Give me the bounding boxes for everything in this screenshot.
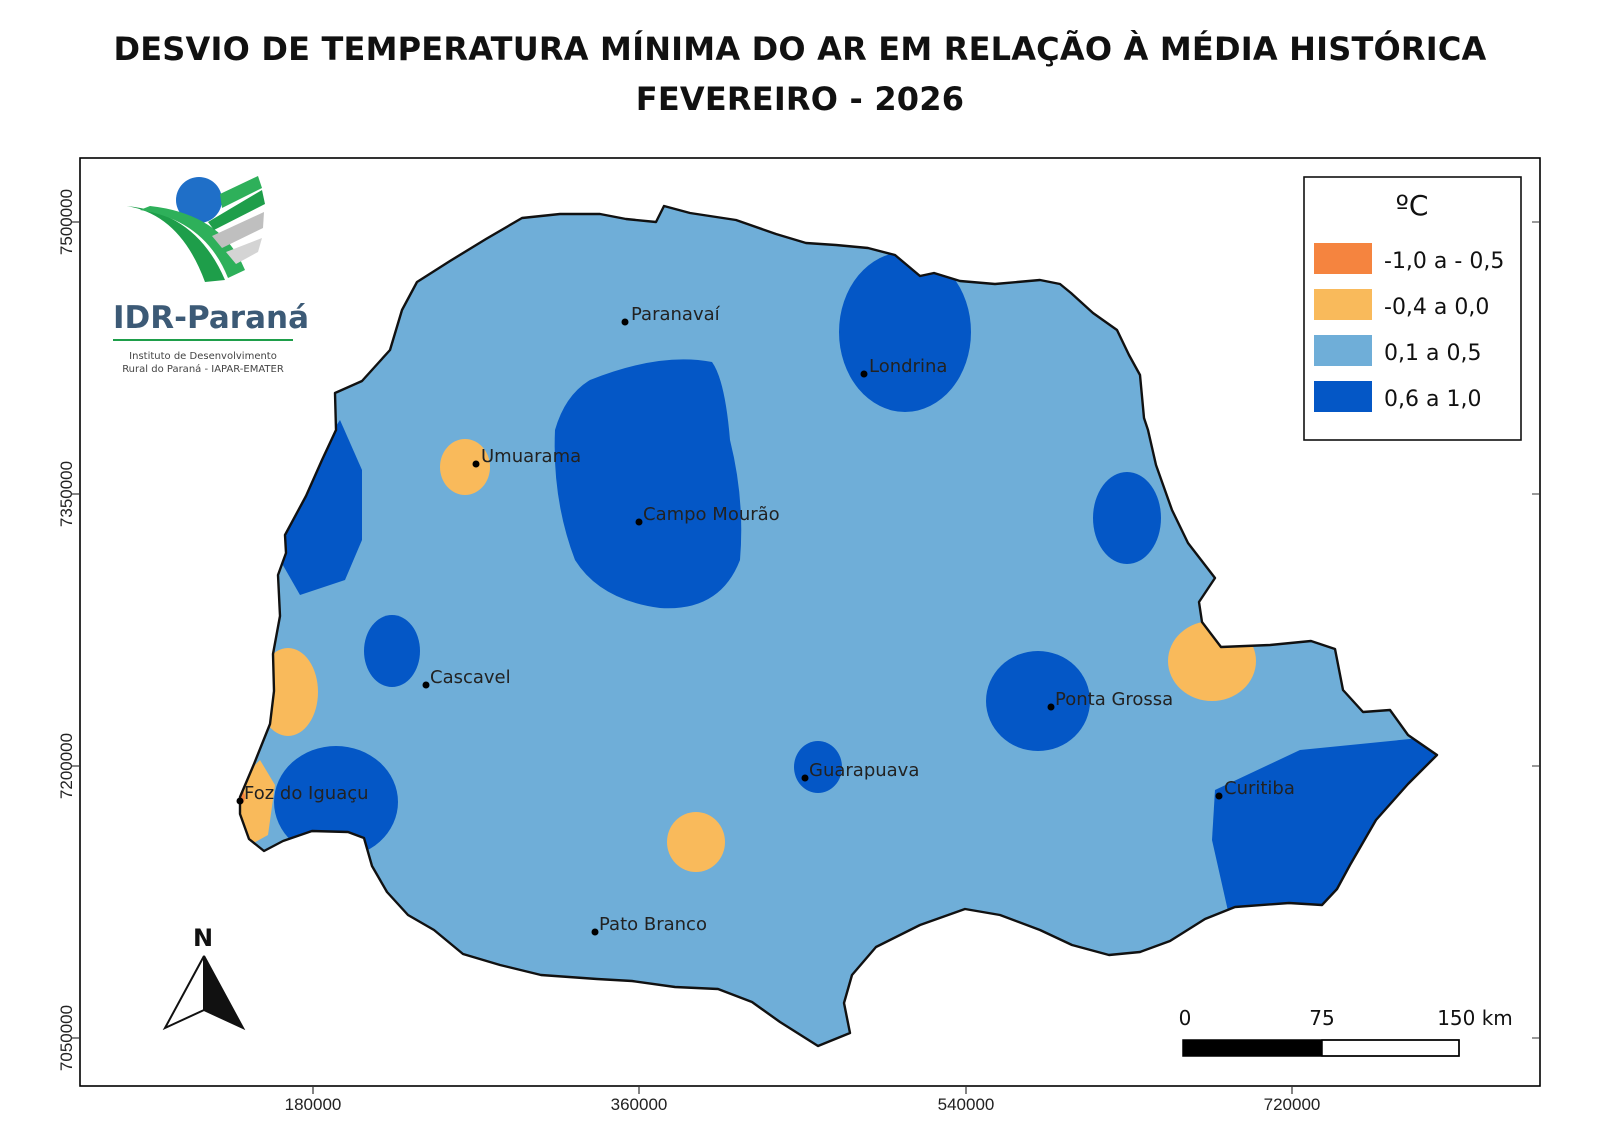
map-title: DESVIO DE TEMPERATURA MÍNIMA DO AR EM RE… (113, 30, 1487, 68)
legend-swatch (1314, 289, 1372, 320)
zone-high-londrina (839, 252, 971, 412)
city-dot (860, 370, 868, 378)
city-label: Londrina (869, 356, 947, 377)
y-tick-label: 7200000 (57, 733, 76, 799)
scale-bar: 0 75 150 km (1179, 1006, 1513, 1057)
state-region-base (240, 206, 1437, 1046)
city-dot (591, 928, 599, 936)
north-arrow-icon: N (162, 924, 246, 1031)
y-tick-label: 7050000 (57, 1005, 76, 1071)
map-subtitle: FEVEREIRO - 2026 (635, 80, 965, 118)
y-tick-label: 7350000 (57, 461, 76, 527)
city-label: Curitiba (1224, 778, 1295, 799)
scale-bar-white (1321, 1039, 1460, 1057)
frame-ticks (1532, 221, 1540, 1039)
legend-label: 0,1 a 0,5 (1384, 341, 1481, 366)
city-dot (1215, 792, 1223, 800)
scale-bar-black (1183, 1040, 1322, 1056)
map-frame (79, 157, 1541, 1087)
city-dot (236, 797, 244, 805)
zone-high-foz (274, 746, 398, 858)
city-label: Umuarama (481, 446, 581, 467)
scale-label: 150 km (1437, 1006, 1513, 1030)
city-label: Pato Branco (599, 914, 707, 935)
y-axis: 7500000 7350000 7200000 7050000 (57, 189, 80, 1071)
y-tick-label: 7500000 (57, 189, 76, 255)
zone-low-umuarama (440, 439, 490, 495)
city-label: Campo Mourão (643, 504, 780, 525)
idr-parana-logo: IDR-Paraná Instituto de Desenvolvimento … (113, 176, 309, 375)
city-label: Paranavaí (631, 304, 721, 325)
city-label: Guarapuava (809, 760, 919, 781)
scale-label: 0 (1179, 1006, 1192, 1030)
state-border (238, 204, 1439, 1048)
x-tick-label: 360000 (611, 1095, 668, 1114)
city-dot (635, 518, 643, 526)
legend-label: -0,4 a 0,0 (1384, 295, 1489, 320)
city-markers: Paranavaí Londrina Umuarama Campo Mourão… (236, 304, 1295, 936)
zone-high-campo-mourao (554, 359, 742, 609)
zone-high-ponta-grossa (986, 651, 1090, 751)
city-dot (1047, 703, 1055, 711)
scale-label: 75 (1309, 1006, 1334, 1030)
x-tick-label: 540000 (938, 1095, 995, 1114)
city-label: Ponta Grossa (1055, 689, 1173, 710)
city-dot (801, 774, 809, 782)
logo-subtitle: Rural do Paraná - IAPAR-EMATER (122, 363, 284, 375)
city-label: Foz do Iguaçu (244, 783, 369, 804)
zone-low-south (667, 812, 725, 872)
city-label: Cascavel (430, 667, 511, 688)
zone-high-east (1093, 472, 1161, 564)
logo-field-icon (126, 206, 225, 282)
x-tick-label: 720000 (1264, 1095, 1321, 1114)
legend-label: -1,0 a - 0,5 (1384, 249, 1504, 274)
legend-swatch (1314, 243, 1372, 274)
x-tick-label: 180000 (285, 1095, 342, 1114)
north-label: N (193, 924, 213, 952)
legend: ºC -1,0 a - 0,5 -0,4 a 0,0 0,1 a 0,5 0,6… (1303, 176, 1522, 441)
legend-label: 0,6 a 1,0 (1384, 387, 1481, 412)
zone-low-west (258, 648, 318, 736)
legend-title: ºC (1396, 189, 1429, 222)
logo-name: IDR-Paraná (113, 300, 309, 336)
logo-subtitle: Instituto de Desenvolvimento (129, 351, 277, 362)
zone-high-cascavel (364, 615, 420, 687)
city-dot (621, 318, 629, 326)
logo-sun-icon (176, 177, 222, 223)
zone-low-east (1168, 621, 1256, 701)
city-dot (422, 681, 430, 689)
legend-swatch (1314, 335, 1372, 366)
legend-swatch (1314, 381, 1372, 412)
x-axis: 180000 360000 540000 720000 (285, 1086, 1321, 1114)
city-dot (472, 460, 480, 468)
zone-high-west (280, 420, 362, 595)
